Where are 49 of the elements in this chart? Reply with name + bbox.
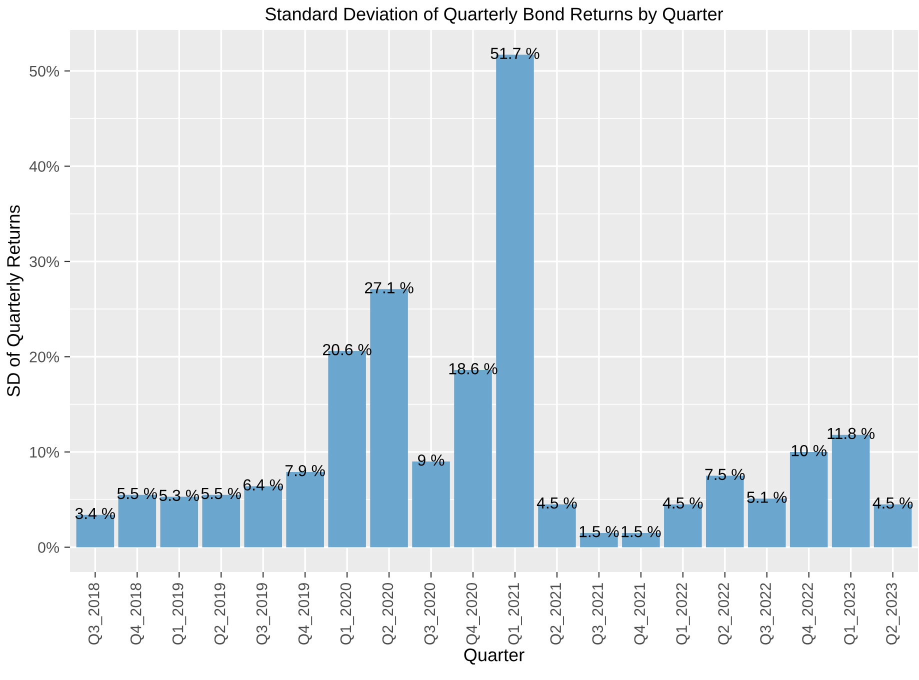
data-label: 1.5 % <box>622 526 661 538</box>
x-tick-label: Q3_2021 <box>592 583 606 645</box>
data-label: 5.5 % <box>201 488 241 500</box>
x-tick-label: Q2_2022 <box>718 583 732 645</box>
data-label: 4.5 % <box>662 497 703 509</box>
data-label: 20.6 % <box>323 344 372 356</box>
x-tick-label: Q4_2019 <box>298 583 312 645</box>
x-tick-label: Q4_2018 <box>130 583 144 645</box>
x-tick-label: Q1_2023 <box>844 583 858 645</box>
data-label: 5.5 % <box>117 488 158 500</box>
data-label: 4.5 % <box>872 497 913 509</box>
data-label: 51.7 % <box>490 48 540 60</box>
data-label: 6.4 % <box>244 479 283 491</box>
y-tick-label: 40% <box>29 161 60 172</box>
data-label: 18.6 % <box>449 363 498 374</box>
x-tick-label: Q3_2022 <box>760 583 774 645</box>
x-tick-label: Q3_2020 <box>424 583 438 645</box>
data-label: 4.5 % <box>536 497 577 509</box>
chart-title: Standard Deviation of Quarterly Bond Returns by Quarter <box>266 7 724 24</box>
x-tick-label: Q2_2023 <box>886 583 900 645</box>
x-axis-title: Quarter <box>464 648 524 665</box>
data-label: 27.1 % <box>364 282 414 294</box>
data-label: 11.8 % <box>828 428 875 440</box>
y-axis-title: SD of Quarterly Returns <box>6 205 24 397</box>
x-tick-label: Q1_2021 <box>508 583 522 645</box>
x-tick-label: Q4_2021 <box>634 583 648 645</box>
data-label: 9 % <box>418 454 444 466</box>
x-tick-label: Q3_2018 <box>88 583 102 645</box>
y-tick-label: 50% <box>30 66 60 77</box>
x-tick-label: Q2_2020 <box>382 583 396 645</box>
x-tick-label: Q2_2019 <box>214 583 228 645</box>
y-tick-label: 0% <box>38 542 60 553</box>
y-tick-label: 30% <box>30 256 60 268</box>
x-tick-label: Q1_2022 <box>676 583 690 645</box>
y-tick-label: 20% <box>30 352 60 362</box>
x-tick-label: Q1_2019 <box>172 583 186 645</box>
data-label: 1.5 % <box>580 526 619 538</box>
data-label: 10 % <box>792 444 826 456</box>
x-tick-label: Q3_2019 <box>256 583 270 645</box>
x-tick-label: Q2_2021 <box>550 583 564 645</box>
data-label: 7.9 % <box>285 464 325 476</box>
y-tick-label: 10% <box>30 446 60 458</box>
x-tick-label: Q1_2020 <box>340 583 354 645</box>
data-label: 7.5 % <box>705 468 745 480</box>
x-tick-label: Q4_2022 <box>802 583 816 645</box>
x-tick-label: Q4_2020 <box>466 583 480 645</box>
data-label: 5.3 % <box>159 490 200 502</box>
data-label: 5.1 % <box>747 492 787 503</box>
data-label: 3.4 % <box>75 508 116 520</box>
